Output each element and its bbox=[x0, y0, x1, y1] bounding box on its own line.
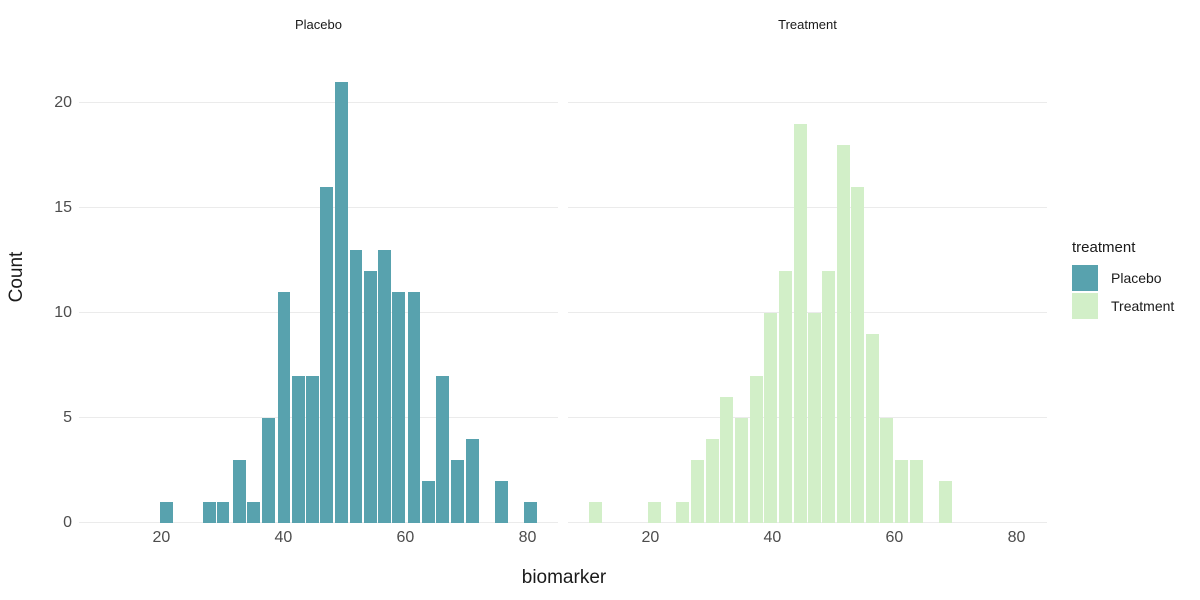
histogram-bar bbox=[524, 502, 537, 523]
x-tick-label: 20 bbox=[152, 529, 171, 546]
gridline-major-y bbox=[568, 417, 1047, 418]
histogram-bar bbox=[247, 502, 260, 523]
histogram-bar bbox=[894, 460, 908, 523]
gridline-major-y bbox=[79, 312, 558, 313]
histogram-bar bbox=[938, 481, 952, 523]
legend: treatment Placebo Treatment bbox=[1072, 238, 1197, 320]
x-tick-label: 40 bbox=[274, 529, 293, 546]
y-tick-label: 5 bbox=[63, 409, 72, 426]
histogram-bar bbox=[706, 439, 720, 523]
legend-title: treatment bbox=[1072, 239, 1136, 256]
gridline-major-y bbox=[568, 207, 1047, 208]
histogram-bar bbox=[334, 82, 348, 523]
x-tick-label: 80 bbox=[1007, 529, 1026, 546]
panel-treatment: 20 40 60 80 bbox=[568, 45, 1047, 546]
y-tick-label: 0 bbox=[63, 514, 72, 531]
histogram-bar bbox=[277, 292, 291, 523]
histogram-bar bbox=[159, 502, 173, 523]
histogram-bar bbox=[203, 502, 217, 523]
gridline-major-y bbox=[79, 102, 558, 103]
legend-label-treatment: Treatment bbox=[1111, 298, 1175, 314]
y-tick-label: 10 bbox=[54, 304, 72, 321]
histogram-bar bbox=[720, 397, 734, 523]
histogram-bar bbox=[822, 271, 836, 523]
histogram-bar bbox=[378, 250, 392, 523]
histogram-bar bbox=[363, 271, 377, 523]
histogram-bar bbox=[320, 187, 334, 523]
histogram-bar bbox=[495, 481, 509, 523]
histogram-bar bbox=[764, 313, 778, 523]
legend-item-treatment: Treatment bbox=[1072, 292, 1197, 320]
histogram-bar bbox=[866, 334, 879, 523]
histogram-bar bbox=[734, 418, 748, 523]
histogram-bar bbox=[407, 292, 421, 523]
histogram-bar bbox=[232, 460, 246, 523]
x-tick-label: 60 bbox=[396, 529, 415, 546]
histogram-bar bbox=[691, 460, 705, 523]
histogram-bar bbox=[262, 418, 276, 523]
histogram-bar bbox=[750, 376, 764, 523]
gridline-major-y bbox=[568, 102, 1047, 103]
y-tick-label: 15 bbox=[54, 199, 72, 216]
facet-strip-title-placebo: Placebo bbox=[295, 17, 342, 32]
legend-swatch-placebo bbox=[1072, 265, 1098, 291]
histogram-bar bbox=[450, 460, 464, 523]
histogram-bar bbox=[778, 271, 792, 523]
x-tick-label: 60 bbox=[885, 529, 904, 546]
legend-item-placebo: Placebo bbox=[1072, 264, 1197, 292]
y-axis: 0 5 10 15 20 bbox=[0, 45, 72, 531]
histogram-bar bbox=[421, 481, 435, 523]
histogram-bar bbox=[647, 502, 661, 523]
gridline-major-y bbox=[79, 207, 558, 208]
histogram-bar bbox=[305, 376, 319, 523]
histogram-bar bbox=[676, 502, 690, 523]
y-tick-label: 20 bbox=[54, 94, 72, 111]
histogram-bar bbox=[291, 376, 305, 523]
x-tick-label: 40 bbox=[763, 529, 782, 546]
histogram-bar bbox=[588, 502, 602, 523]
panel-placebo: 20 40 60 80 bbox=[79, 45, 558, 546]
histogram-bar bbox=[794, 124, 807, 523]
histogram-bar bbox=[216, 502, 230, 523]
x-tick-label: 80 bbox=[518, 529, 537, 546]
histogram-bar bbox=[851, 187, 865, 523]
histogram-bar bbox=[837, 145, 851, 523]
histogram-bar bbox=[466, 439, 480, 523]
histogram-bar bbox=[808, 313, 821, 523]
histogram-bar bbox=[392, 292, 406, 523]
gridline-major-y bbox=[568, 312, 1047, 313]
legend-swatch-treatment bbox=[1072, 293, 1098, 319]
x-axis-title: biomarker bbox=[521, 567, 607, 588]
histogram-bar bbox=[436, 376, 450, 523]
histogram-bar bbox=[880, 418, 893, 523]
histogram-bar bbox=[909, 460, 923, 523]
legend-label-placebo: Placebo bbox=[1111, 270, 1162, 286]
x-tick-label: 20 bbox=[641, 529, 660, 546]
facet-strip-title-treatment: Treatment bbox=[778, 17, 837, 32]
histogram-bar bbox=[349, 250, 363, 523]
gridline-major-y bbox=[568, 522, 1047, 523]
